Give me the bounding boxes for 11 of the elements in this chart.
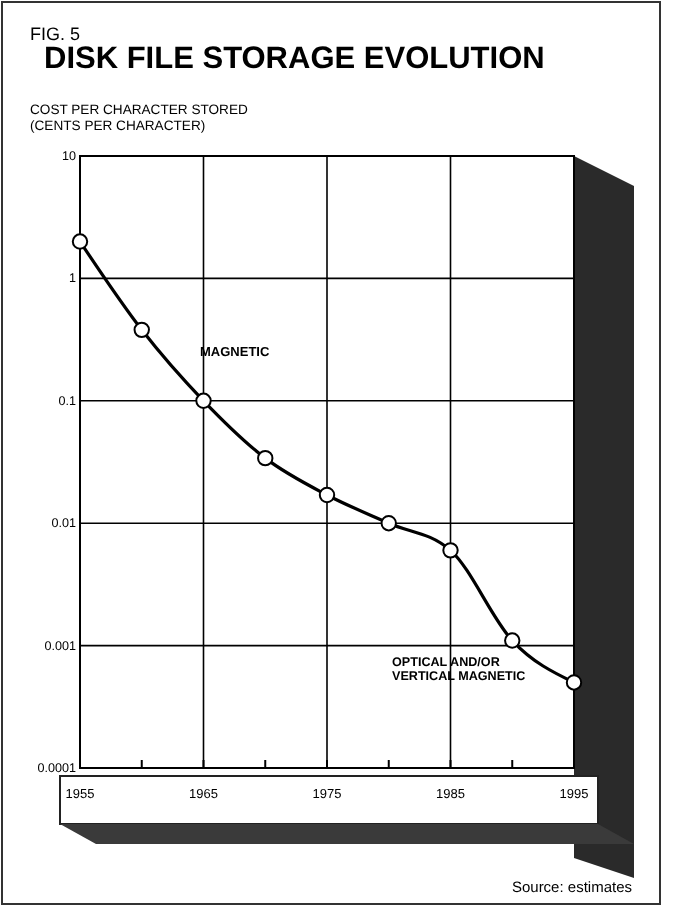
point: [71, 233, 89, 250]
point: [380, 515, 397, 532]
caption: FIG. 5: [30, 24, 81, 44]
point: [318, 486, 336, 504]
point: [504, 632, 521, 649]
point: [442, 542, 459, 559]
point: [195, 392, 212, 409]
point: [257, 449, 274, 467]
point: [565, 674, 583, 691]
chart-title: DISK FILE STORAGE EVOLUTION: [44, 42, 545, 76]
point: [133, 321, 150, 339]
